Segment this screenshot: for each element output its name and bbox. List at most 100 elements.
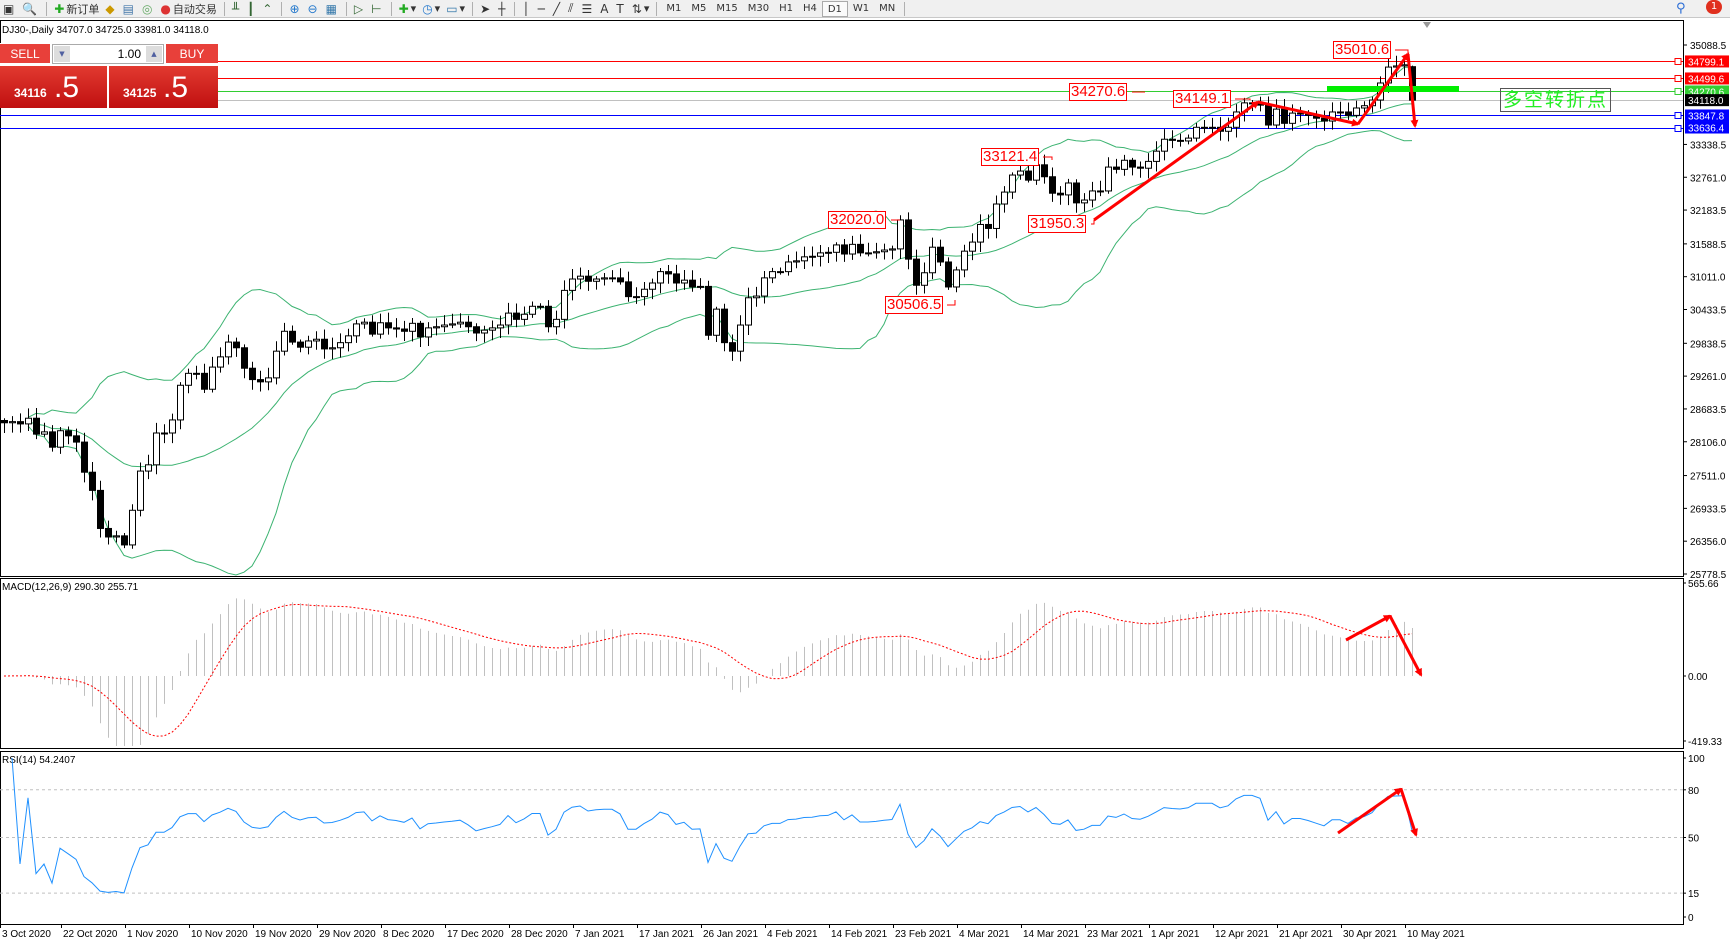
zoom-out-button[interactable]: ⊖ bbox=[305, 1, 323, 17]
date-axis-label: 14 Mar 2021 bbox=[1023, 929, 1080, 940]
price-label-feb-high[interactable]: 32020.0 bbox=[828, 211, 887, 229]
bullish-candle bbox=[377, 322, 384, 335]
price-axis-label: 29261.0 bbox=[1690, 372, 1727, 383]
price-axis-label: 33338.5 bbox=[1690, 140, 1727, 151]
bullish-candle bbox=[681, 279, 688, 284]
horizontal-line-button[interactable]: ─ bbox=[535, 1, 550, 17]
zoom-window-button[interactable]: 🔍 bbox=[19, 1, 42, 17]
chart-shift-button[interactable]: ⊢ bbox=[368, 1, 386, 17]
trendline-icon: ╱ bbox=[552, 1, 561, 16]
price-label-march-high[interactable]: 33121.4 bbox=[981, 148, 1040, 166]
bearish-candle bbox=[385, 322, 392, 329]
bar-chart-button[interactable]: ╨ bbox=[229, 1, 244, 17]
bullish-candle bbox=[977, 223, 984, 243]
date-axis-label: 14 Feb 2021 bbox=[831, 929, 888, 940]
price-level-tag-label: 33636.4 bbox=[1688, 124, 1725, 135]
trendline-button[interactable]: ╱ bbox=[550, 1, 565, 17]
bullish-candle bbox=[1289, 112, 1296, 124]
lot-decrease-icon[interactable]: ▼ bbox=[54, 46, 70, 62]
cursor-button[interactable]: ➤ bbox=[477, 1, 495, 17]
timeframe-d1[interactable]: D1 bbox=[821, 0, 848, 17]
new-order-label: 新订单 bbox=[66, 2, 100, 16]
bearish-candle bbox=[673, 273, 680, 284]
template-icon: ▭ bbox=[446, 1, 458, 16]
buy-price-button[interactable]: 34125 .5 bbox=[109, 66, 218, 108]
price-label-high[interactable]: 35010.6 bbox=[1333, 41, 1392, 59]
signals-button[interactable]: ◎ bbox=[139, 1, 157, 17]
bullish-candle bbox=[657, 271, 664, 284]
arrows-button[interactable]: ⇅ ▾ bbox=[631, 1, 650, 16]
date-axis-label: 29 Nov 2020 bbox=[319, 929, 376, 940]
sell-price-button[interactable]: 34116 .5 bbox=[0, 66, 107, 108]
price-label-resistance[interactable]: 34270.6 bbox=[1069, 83, 1128, 101]
bullish-candle bbox=[1145, 160, 1152, 169]
macd-axis-label: 0.00 bbox=[1688, 672, 1708, 683]
lot-size-input[interactable]: ▼ 1.00 ▲ bbox=[52, 44, 164, 64]
timeframe-m15[interactable]: M15 bbox=[716, 2, 738, 14]
auto-trading-button[interactable]: ● 自动交易 bbox=[157, 1, 219, 17]
bullish-candle bbox=[481, 329, 488, 334]
rsi-arrow bbox=[1399, 788, 1418, 837]
channel-button[interactable]: ⫽ bbox=[565, 1, 578, 17]
bearish-candle bbox=[1073, 182, 1080, 204]
price-label-feb-low[interactable]: 30506.5 bbox=[885, 296, 944, 314]
zoom-in-button[interactable]: ⊕ bbox=[286, 1, 304, 17]
bearish-candle bbox=[1113, 166, 1120, 170]
new-chart-button[interactable]: ▣ bbox=[0, 1, 19, 17]
price-label-april-high[interactable]: 34149.1 bbox=[1173, 90, 1232, 108]
price-axis-label: 31011.0 bbox=[1690, 273, 1726, 284]
rsi-axis-label: 15 bbox=[1688, 889, 1700, 900]
candlestick-button[interactable]: ┃ bbox=[244, 1, 259, 17]
tile-windows-button[interactable]: ▦ bbox=[323, 1, 342, 17]
search-icon[interactable]: ⚲ bbox=[1676, 1, 1686, 16]
rsi-label: RSI(14) 54.2407 bbox=[2, 755, 76, 766]
notification-badge[interactable]: 1 bbox=[1706, 0, 1722, 14]
date-axis-label: 1 Apr 2021 bbox=[1151, 929, 1200, 940]
autoscroll-button[interactable]: ▷ bbox=[351, 1, 368, 17]
macd-panel-frame bbox=[0, 578, 1684, 749]
fibonacci-button[interactable]: ☰ bbox=[578, 1, 597, 17]
bullish-candle bbox=[641, 288, 648, 298]
price-axis-label: 26933.5 bbox=[1690, 504, 1727, 515]
text-button[interactable]: A bbox=[597, 1, 613, 17]
bullish-candle bbox=[113, 535, 120, 538]
bullish-candle bbox=[1105, 166, 1112, 192]
chart-shift-marker-icon bbox=[1423, 22, 1431, 28]
rsi-axis-label: 100 bbox=[1688, 754, 1705, 765]
bullish-candle bbox=[1193, 126, 1200, 139]
gold-icon: ◆ bbox=[105, 1, 115, 16]
timeframe-w1[interactable]: W1 bbox=[852, 2, 870, 14]
rsi-axis-label: 0 bbox=[1688, 913, 1694, 924]
bullish-candle bbox=[769, 271, 776, 279]
macd-arrow bbox=[1388, 615, 1423, 677]
crosshair-button[interactable]: ┼ bbox=[495, 1, 510, 17]
bullish-candle bbox=[1337, 111, 1344, 114]
bullish-candle bbox=[273, 350, 280, 379]
buy-button[interactable]: BUY bbox=[166, 44, 218, 64]
zoom-out-icon: ⊖ bbox=[307, 1, 318, 16]
text-label-button[interactable]: T bbox=[613, 1, 628, 17]
line-chart-button[interactable]: ⌃ bbox=[259, 1, 277, 17]
new-order-button[interactable]: ✚ 新订单 bbox=[51, 1, 102, 17]
lot-increase-icon[interactable]: ▲ bbox=[146, 46, 162, 62]
timeframe-h4[interactable]: H4 bbox=[802, 2, 817, 14]
timeframe-h1[interactable]: H1 bbox=[779, 2, 793, 14]
bearish-candle bbox=[417, 322, 424, 338]
bullish-candle bbox=[129, 509, 136, 546]
periods-button[interactable]: ◷ ▾ bbox=[422, 1, 441, 16]
timeframe-m1[interactable]: M1 bbox=[666, 2, 682, 14]
bullish-candle bbox=[865, 252, 872, 255]
trend-reversal-label[interactable]: 多空转折点 bbox=[1500, 88, 1611, 112]
vertical-line-button[interactable]: │ bbox=[519, 1, 534, 17]
history-button[interactable]: ▤ bbox=[120, 1, 139, 17]
bullish-candle bbox=[697, 285, 704, 288]
indicators-button[interactable]: ✚ ▾ bbox=[398, 1, 417, 16]
expert-button[interactable]: ◆ bbox=[102, 1, 119, 17]
price-label-march-low[interactable]: 31950.3 bbox=[1028, 215, 1087, 233]
timeframe-mn[interactable]: MN bbox=[879, 2, 896, 14]
timeframe-m30[interactable]: M30 bbox=[747, 2, 770, 14]
templates-button[interactable]: ▭ ▾ bbox=[446, 1, 466, 16]
timeframe-m5[interactable]: M5 bbox=[691, 2, 707, 14]
sell-button[interactable]: SELL bbox=[0, 44, 50, 64]
